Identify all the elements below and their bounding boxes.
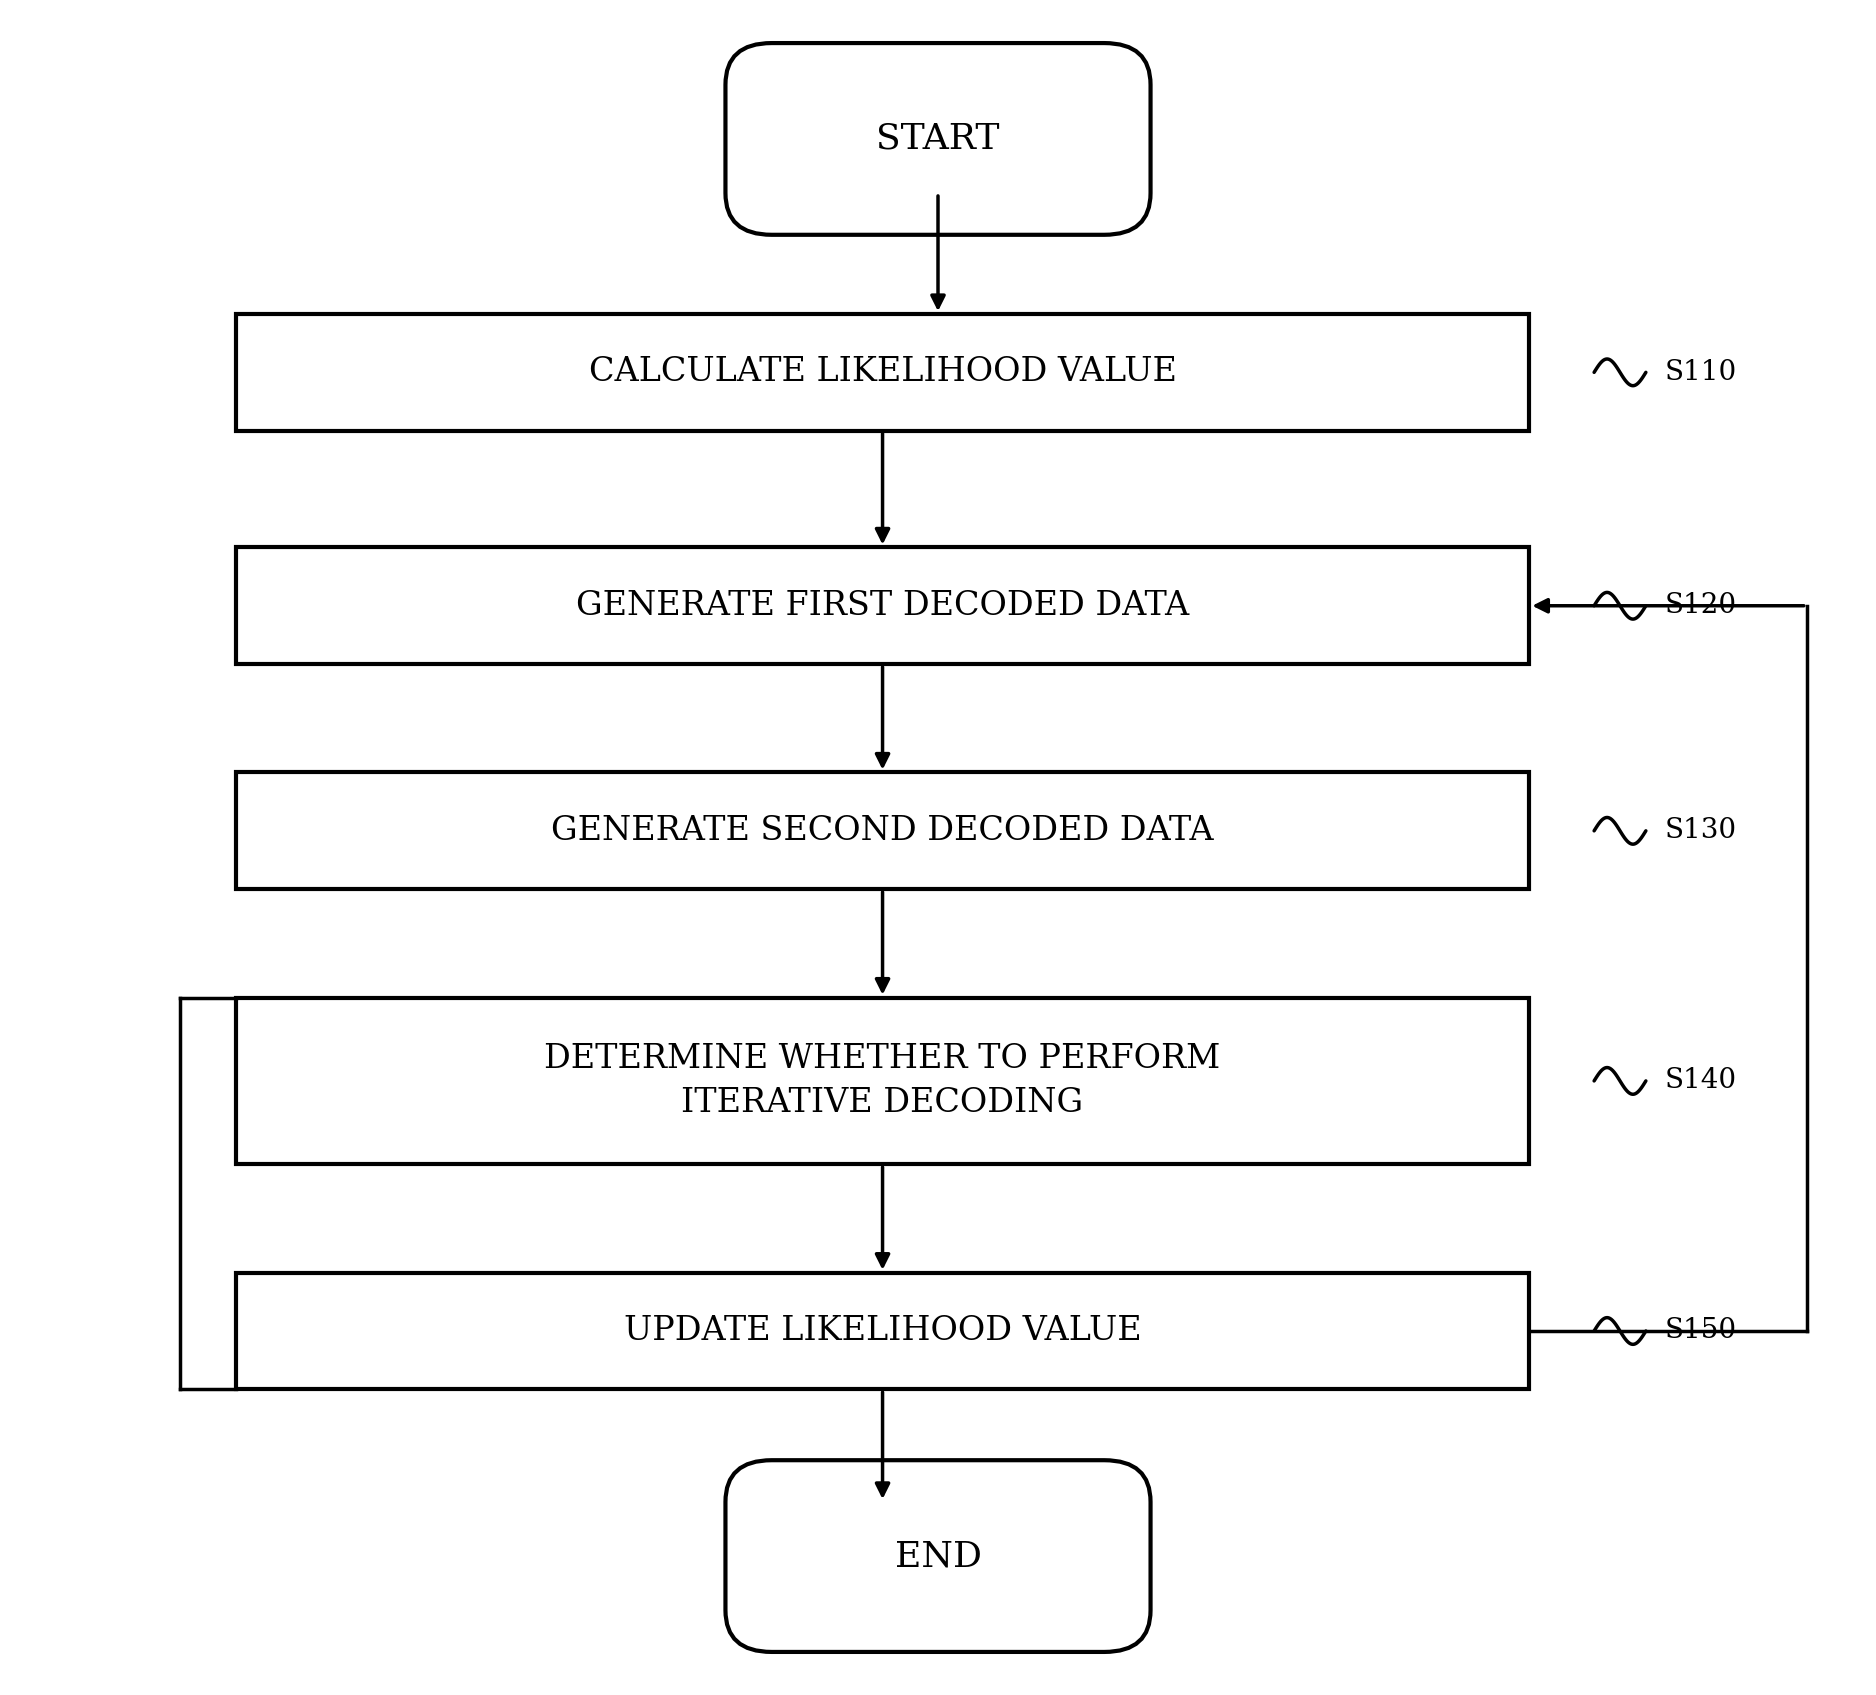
FancyBboxPatch shape [726,42,1150,236]
Text: CALCULATE LIKELIHOOD VALUE: CALCULATE LIKELIHOOD VALUE [589,356,1176,388]
FancyBboxPatch shape [236,998,1529,1164]
Text: START: START [876,122,1000,156]
Text: GENERATE SECOND DECODED DATA: GENERATE SECOND DECODED DATA [552,815,1214,848]
FancyBboxPatch shape [236,1273,1529,1390]
Text: S140: S140 [1664,1068,1737,1095]
Text: UPDATE LIKELIHOOD VALUE: UPDATE LIKELIHOOD VALUE [623,1315,1141,1348]
FancyBboxPatch shape [726,1459,1150,1653]
Text: S130: S130 [1664,817,1737,844]
Text: S110: S110 [1664,359,1737,386]
Text: END: END [895,1539,981,1573]
Text: DETERMINE WHETHER TO PERFORM
ITERATIVE DECODING: DETERMINE WHETHER TO PERFORM ITERATIVE D… [544,1042,1221,1119]
FancyBboxPatch shape [236,547,1529,664]
Text: S150: S150 [1664,1317,1737,1344]
Text: S120: S120 [1664,592,1737,619]
FancyBboxPatch shape [236,773,1529,890]
Text: GENERATE FIRST DECODED DATA: GENERATE FIRST DECODED DATA [576,590,1189,622]
FancyBboxPatch shape [236,314,1529,431]
